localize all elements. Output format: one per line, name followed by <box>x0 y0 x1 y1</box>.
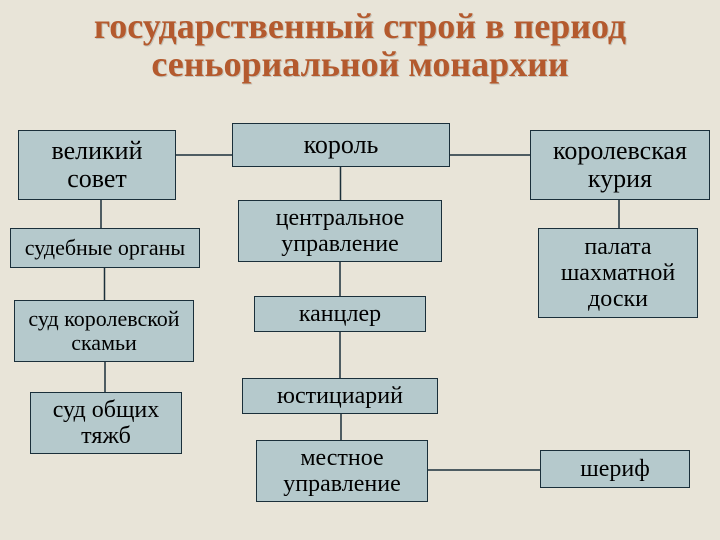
node-great_council: великийсовет <box>18 130 176 200</box>
node-local_admin: местноеуправление <box>256 440 428 502</box>
node-chancellor: канцлер <box>254 296 426 332</box>
node-exchequer: палаташахматнойдоски <box>538 228 698 318</box>
node-sheriff: шериф <box>540 450 690 488</box>
node-king: король <box>232 123 450 167</box>
node-judicial: судебные органы <box>10 228 200 268</box>
diagram-title: государственный строй в период сеньориал… <box>0 0 720 84</box>
title-line-2: сеньориальной монархии <box>0 46 720 84</box>
node-kings_bench: суд королевскойскамьи <box>14 300 194 362</box>
node-common_pleas: суд общихтяжб <box>30 392 182 454</box>
node-royal_curia: королевскаякурия <box>530 130 710 200</box>
node-justiciar: юстициарий <box>242 378 438 414</box>
title-line-1: государственный строй в период <box>0 8 720 46</box>
node-central_admin: центральноеуправление <box>238 200 442 262</box>
